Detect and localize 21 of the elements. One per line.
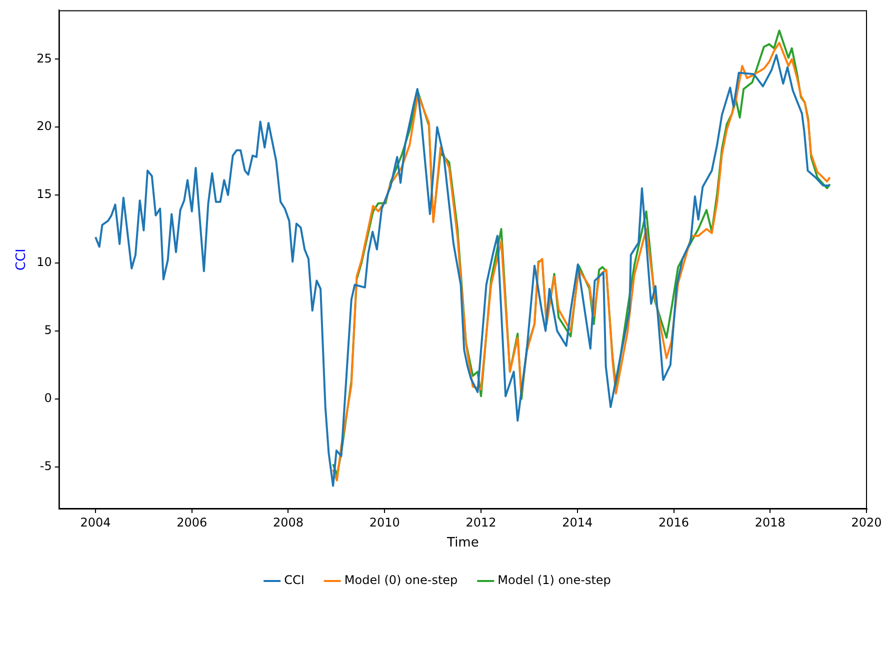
- y-tick-label: -5: [40, 458, 52, 473]
- legend-label: Model (1) one-step: [498, 573, 611, 588]
- x-tick-label: 2010: [369, 515, 400, 530]
- y-axis-title: CCI: [14, 248, 30, 271]
- x-tick-label: 2006: [176, 515, 208, 530]
- x-tick-label: 2004: [80, 515, 111, 530]
- y-tick-label: 0: [44, 391, 52, 406]
- x-tick-label: 2014: [562, 515, 593, 530]
- y-tick-label: 25: [36, 51, 52, 66]
- y-tick-label: 20: [36, 119, 52, 134]
- x-tick-label: 2020: [851, 515, 882, 530]
- y-tick-label: 5: [44, 323, 52, 338]
- y-tick-label: 15: [36, 187, 52, 202]
- x-tick-label: 2018: [754, 515, 786, 530]
- x-axis-title: Time: [446, 536, 479, 551]
- legend-label: Model (0) one-step: [344, 573, 458, 588]
- x-tick-label: 2008: [272, 515, 304, 530]
- x-tick-label: 2016: [658, 515, 690, 530]
- legend-label: CCI: [284, 573, 304, 588]
- x-tick-label: 2012: [466, 515, 496, 530]
- y-tick-label: 10: [36, 255, 52, 270]
